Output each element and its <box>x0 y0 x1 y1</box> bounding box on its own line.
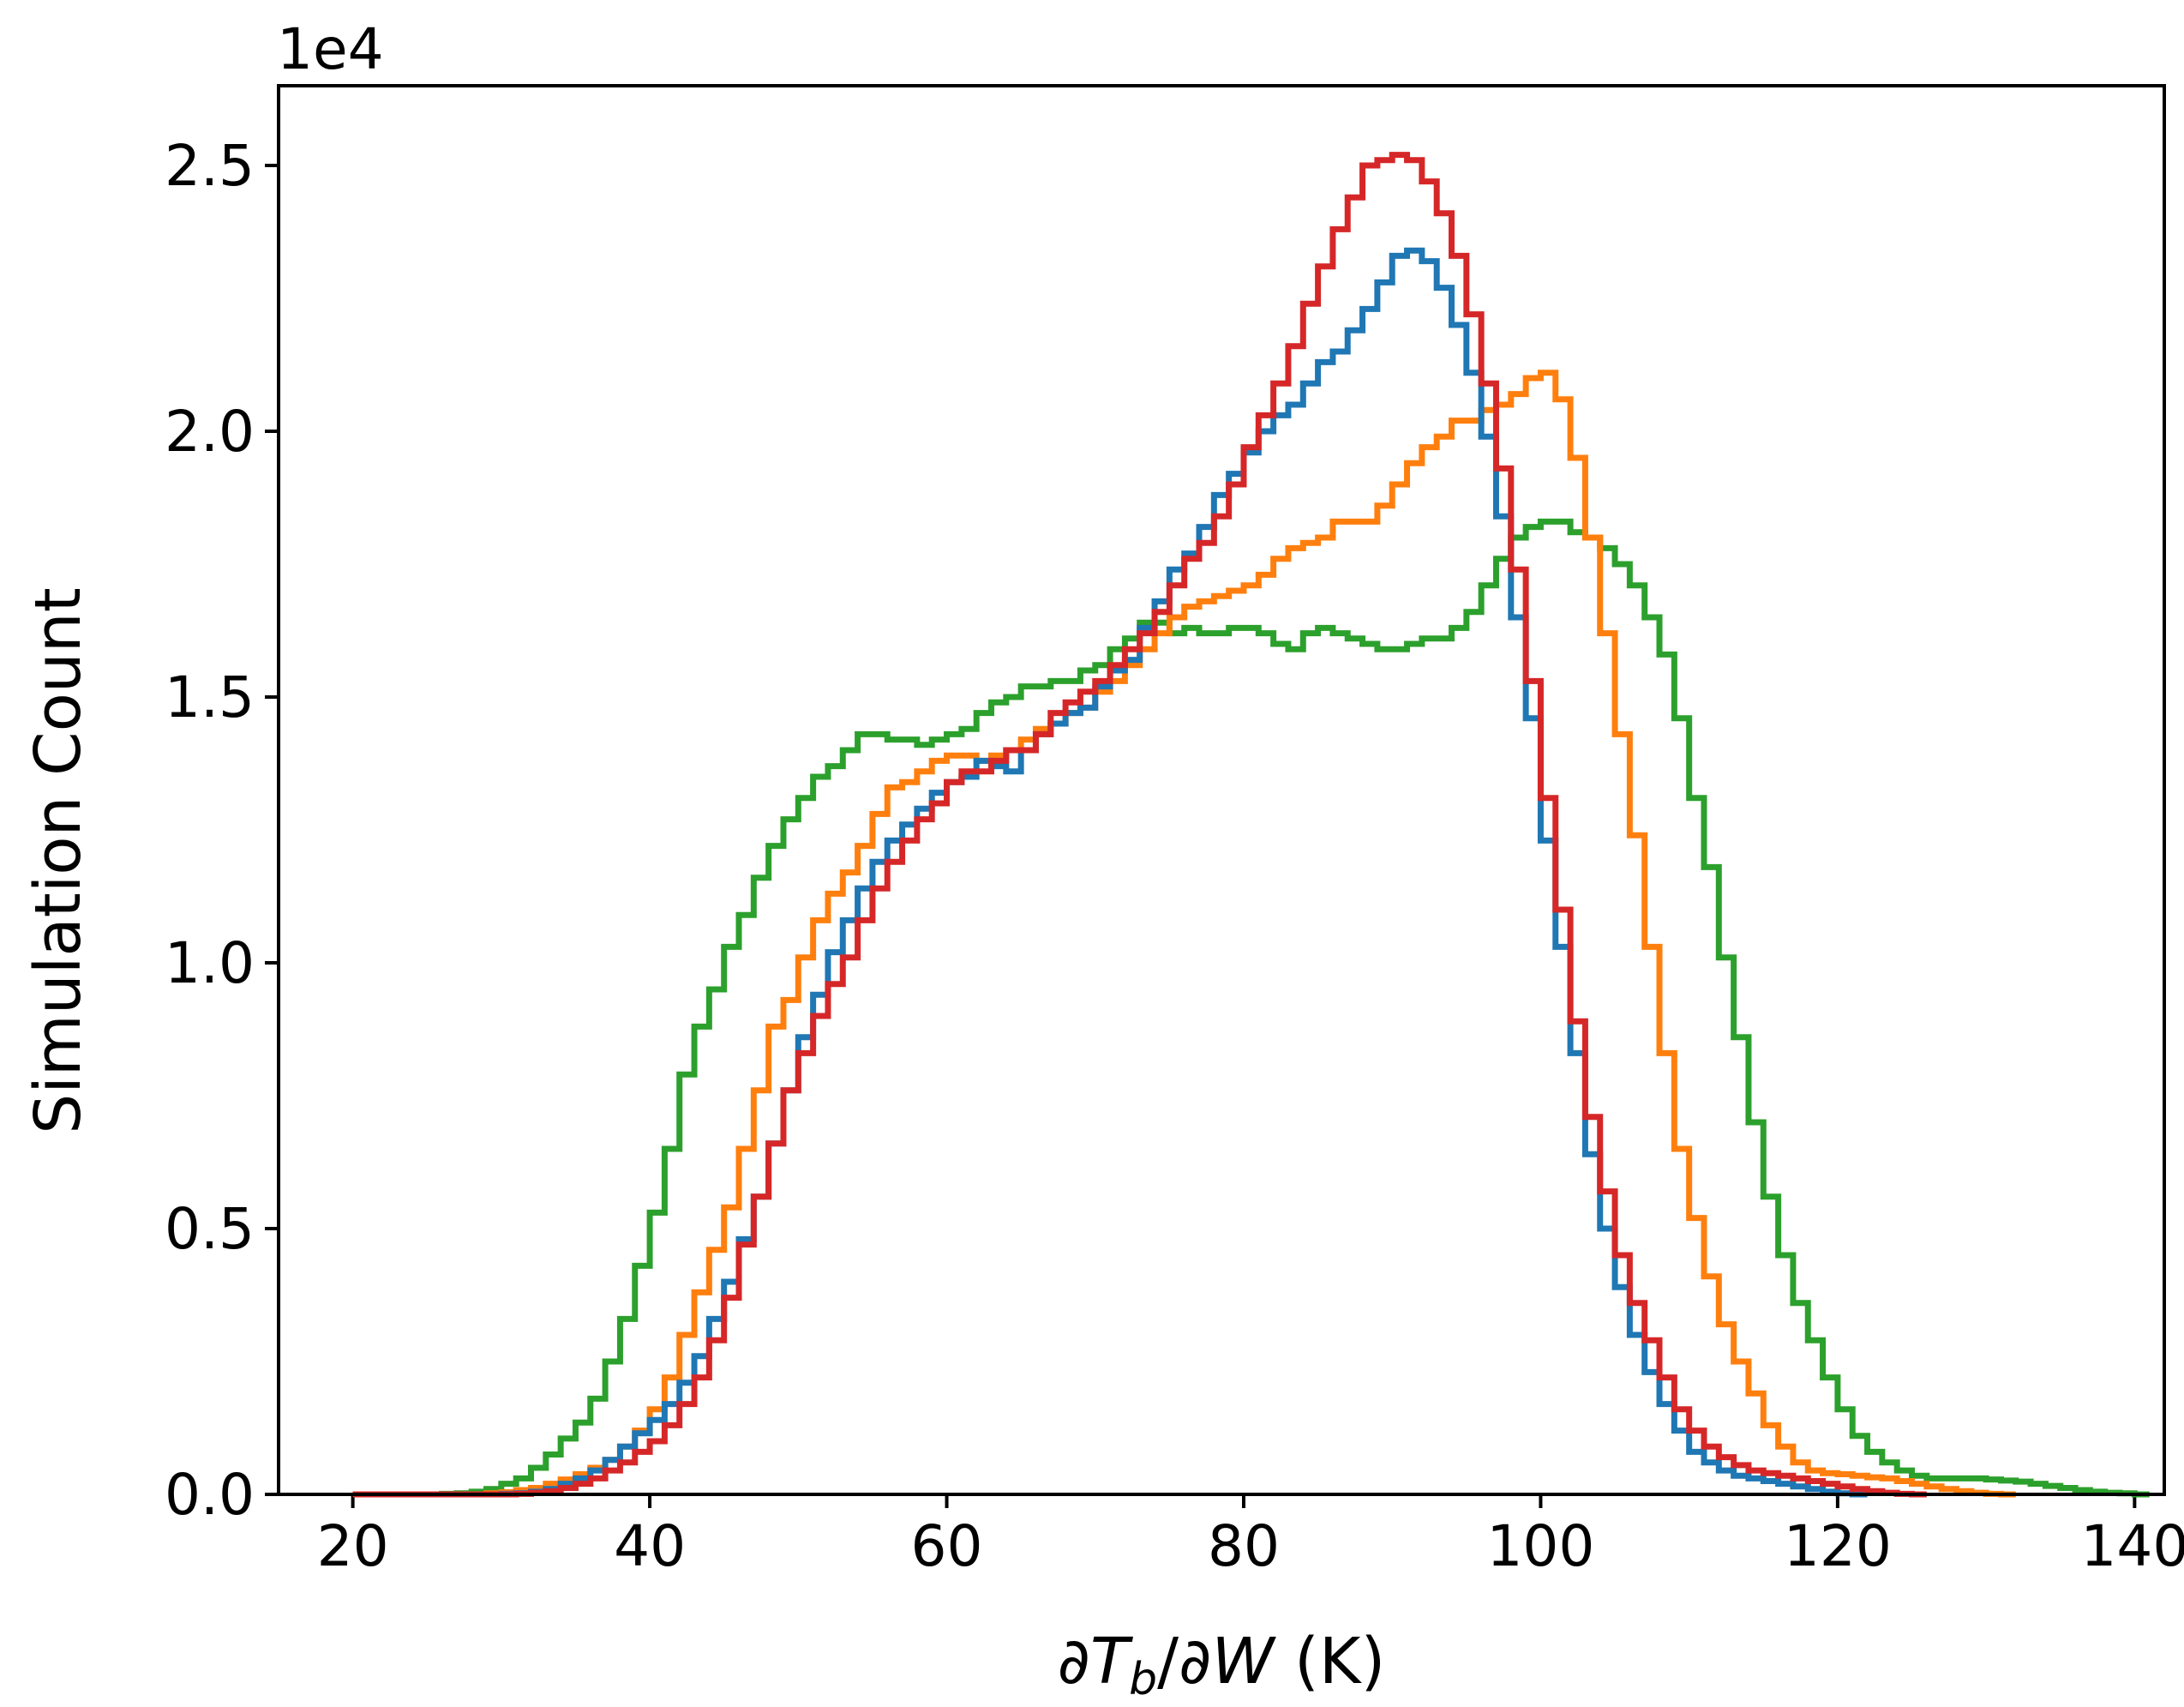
y-tick-label: 0.0 <box>165 1462 255 1528</box>
x-label-prefix: ∂ <box>1058 1625 1090 1698</box>
x-tick-label: 20 <box>317 1513 389 1579</box>
x-label-suffix: (K) <box>1275 1625 1386 1698</box>
x-label-var2: W <box>1211 1625 1276 1698</box>
x-label-mid: /∂ <box>1157 1625 1211 1698</box>
x-tick-label: 120 <box>1784 1513 1892 1579</box>
y-tick-label: 2.0 <box>165 399 255 465</box>
x-label-var: T <box>1090 1625 1134 1698</box>
x-tick-label: 80 <box>1208 1513 1280 1579</box>
y-tick-label: 1.0 <box>165 930 255 996</box>
y-tick-label: 0.5 <box>165 1196 255 1262</box>
histogram-series-blue <box>352 247 1868 1498</box>
ticks-layer: 20 40 60 80 100 120 140 0.0 0.5 1.0 1.5 2.0 2.5 <box>165 133 2184 1579</box>
y-tick-label: 2.5 <box>165 133 255 199</box>
x-axis-label: ∂Tb/∂W (K) <box>1058 1625 1386 1705</box>
series-layer <box>352 152 2150 1498</box>
y-tick-label: 1.5 <box>165 664 255 730</box>
histogram-series-red <box>352 152 1927 1498</box>
x-tick-label: 100 <box>1486 1513 1594 1579</box>
y-offset-label: 1e4 <box>277 16 384 82</box>
plot-frame <box>277 84 2166 1496</box>
x-tick-label: 140 <box>2080 1513 2184 1579</box>
x-tick-label: 60 <box>911 1513 983 1579</box>
y-axis-label: Simulation Count <box>21 587 95 1133</box>
histogram-series-green <box>352 518 2150 1498</box>
x-tick-label: 40 <box>614 1513 686 1579</box>
histogram-series-orange <box>352 370 2016 1498</box>
x-label-subscript: b <box>1129 1654 1157 1705</box>
